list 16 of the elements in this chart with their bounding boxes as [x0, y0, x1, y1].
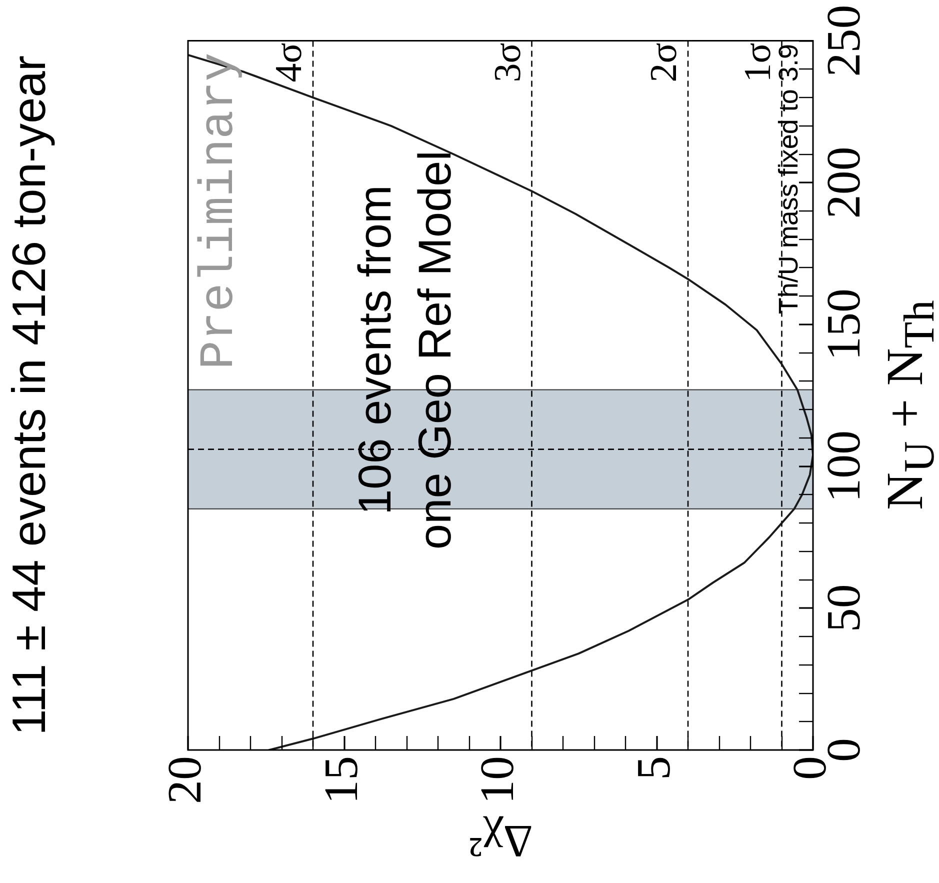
y-tick-label: 50 [818, 584, 871, 632]
ref-line-label: 2σ [643, 42, 685, 82]
annotation: 106 events from one Geo Ref Model [348, 150, 461, 550]
x-tick-label: 20 [158, 756, 212, 804]
y-tick-label: 100 [818, 430, 871, 502]
y-tick-label: 150 [818, 288, 871, 360]
ref-line-label: 3σ [486, 42, 529, 82]
text: 111 ± 44 events in 4126 ton-year [2, 55, 56, 736]
annotation: Preliminary [192, 52, 247, 370]
y-tick-label: 200 [818, 146, 871, 219]
y-tick-label: 250 [818, 4, 871, 77]
x-tick-label: 15 [314, 756, 368, 804]
x-tick-label: 5 [627, 756, 680, 780]
x-axis-title: Δχ² [468, 816, 532, 867]
ref-line-label: 4σ [268, 42, 310, 82]
x-tick-label: 10 [471, 756, 524, 804]
